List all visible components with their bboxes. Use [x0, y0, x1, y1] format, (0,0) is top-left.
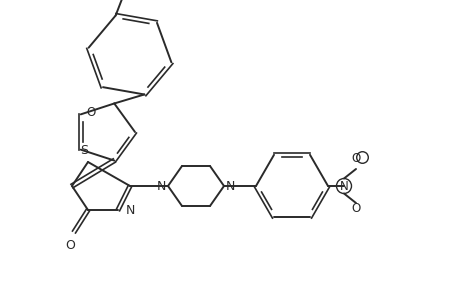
Text: O: O — [351, 202, 360, 214]
Text: S: S — [80, 144, 88, 157]
Text: N: N — [156, 179, 166, 193]
Text: N: N — [126, 203, 135, 217]
Text: O: O — [65, 239, 75, 252]
Text: O: O — [87, 106, 96, 119]
Text: O: O — [351, 152, 360, 164]
Text: N: N — [339, 179, 347, 193]
Text: N: N — [225, 179, 235, 193]
